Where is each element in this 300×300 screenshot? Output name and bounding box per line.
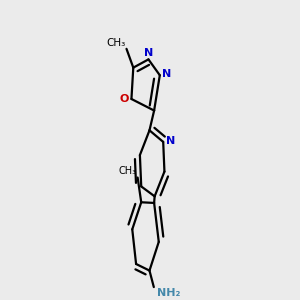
Text: NH₂: NH₂ <box>157 288 180 298</box>
Text: O: O <box>120 94 129 104</box>
Text: CH₃: CH₃ <box>118 166 137 176</box>
Text: N: N <box>162 69 171 79</box>
Text: CH₃: CH₃ <box>106 38 126 48</box>
Text: N: N <box>166 136 175 146</box>
Text: N: N <box>144 47 153 58</box>
